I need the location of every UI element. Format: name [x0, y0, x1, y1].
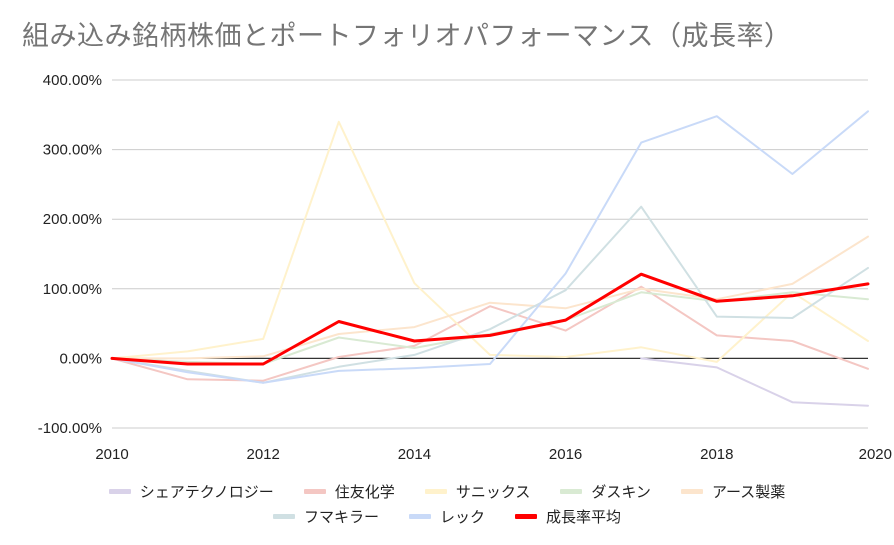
legend-swatch [272, 514, 295, 519]
x-tick-label: 2020 [859, 446, 892, 463]
y-tick-label: 300.00% [43, 142, 102, 159]
legend-item: シェアテクノロジー [108, 481, 274, 502]
series-line-7 [111, 110, 869, 384]
series-line-1 [640, 357, 869, 407]
series-line-5 [111, 235, 869, 360]
legend-row-1: シェアテクノロジー 住友化学 サニックス ダスキン アース製薬 [0, 481, 894, 502]
legend-swatch [424, 489, 447, 494]
legend-swatch [303, 489, 326, 494]
legend-item: ダスキン [560, 481, 651, 502]
y-tick-label: 0.00% [59, 350, 102, 367]
y-tick-label: 400.00% [43, 72, 102, 89]
legend-label: サニックス [455, 483, 531, 501]
y-tick-label: 100.00% [43, 281, 102, 298]
legend-swatch [680, 489, 703, 494]
x-tick-label: 2014 [398, 446, 431, 463]
grid-lines [112, 79, 868, 429]
x-tick-label: 2016 [549, 446, 582, 463]
x-tick-label: 2010 [95, 446, 128, 463]
legend-label: シェアテクノロジー [139, 483, 274, 501]
y-tick-label: -100.00% [38, 420, 102, 437]
legend-item: 住友化学 [303, 481, 395, 502]
series-line-3 [111, 120, 869, 363]
legend-item: フマキラー [272, 506, 379, 527]
legend-item: サニックス [424, 481, 531, 502]
series-lines [110, 110, 870, 407]
legend-swatch [108, 489, 131, 494]
y-axis-ticks: 400.00% 300.00% 200.00% 100.00% 0.00% -100.00… [38, 72, 102, 437]
legend-item: アース製薬 [680, 481, 786, 502]
legend-swatch [408, 514, 431, 519]
legend-label: アース製薬 [711, 483, 786, 501]
legend-row-2: フマキラー レック 成長率平均 [0, 506, 894, 527]
x-axis-ticks: 2010 2012 2014 2016 2018 2020 [95, 446, 892, 463]
legend-label: 住友化学 [334, 483, 395, 501]
chart-title: 組み込み銘柄株価とポートフォリオパフォーマンス（成長率） [22, 21, 792, 52]
series-line-8 [110, 272, 870, 366]
legend-swatch [560, 489, 583, 494]
x-tick-label: 2012 [247, 446, 280, 463]
y-tick-label: 200.00% [43, 211, 102, 228]
legend-item: 成長率平均 [515, 506, 621, 527]
legend-label: 成長率平均 [546, 508, 622, 526]
legend-label: レック [439, 508, 485, 526]
legend-label: ダスキン [591, 483, 651, 501]
x-tick-label: 2018 [700, 446, 733, 463]
legend-swatch [515, 514, 537, 519]
legend-item: レック [408, 506, 485, 527]
legend-label: フマキラー [303, 508, 379, 526]
